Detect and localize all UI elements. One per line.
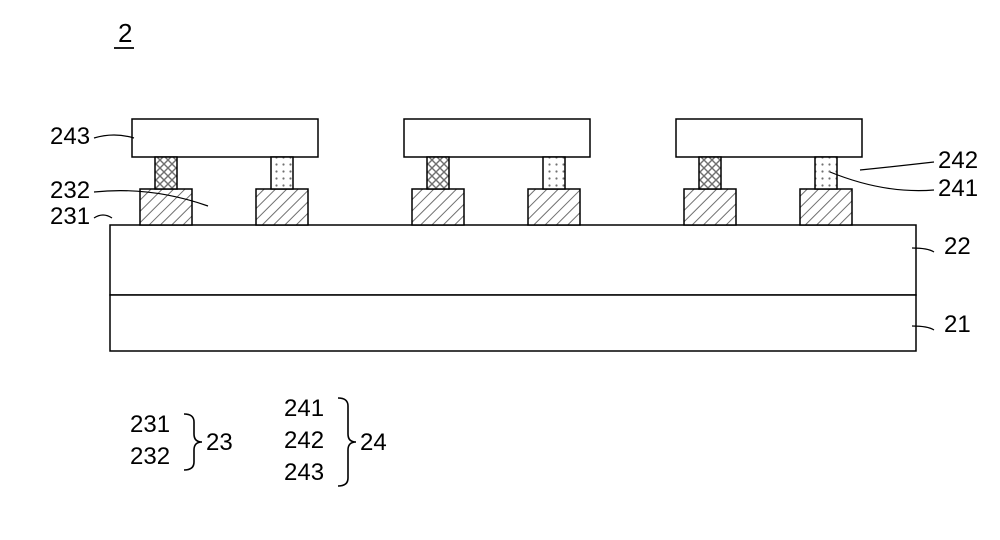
pillar-242-1 xyxy=(543,157,565,189)
label-232: 232 xyxy=(50,177,90,204)
legend-item-242: 242 xyxy=(284,427,324,454)
label-21: 21 xyxy=(944,311,971,338)
brace-24 xyxy=(338,398,356,486)
pad-23-1-0 xyxy=(412,189,464,225)
chip-243-2 xyxy=(676,119,862,157)
pillar-241-2 xyxy=(699,157,721,189)
pad-23-2-0 xyxy=(684,189,736,225)
label-22: 22 xyxy=(944,233,971,260)
legend-item-243: 243 xyxy=(284,459,324,486)
legend-item-232: 232 xyxy=(130,443,170,470)
pad-23-2-1 xyxy=(800,189,852,225)
label-231: 231 xyxy=(50,203,90,230)
pad-23-0-1 xyxy=(256,189,308,225)
leader-241 xyxy=(830,172,934,191)
brace-23 xyxy=(184,414,202,470)
chip-243-1 xyxy=(404,119,590,157)
legend-group-24: 24 xyxy=(360,429,387,456)
layer-21 xyxy=(110,295,916,351)
pillar-241-1 xyxy=(427,157,449,189)
label-241: 241 xyxy=(938,175,978,202)
pillar-241-0 xyxy=(155,157,177,189)
pillar-242-0 xyxy=(271,157,293,189)
leader-242 xyxy=(860,162,934,170)
chip-243-0 xyxy=(132,119,318,157)
layer-22 xyxy=(110,225,916,295)
label-243: 243 xyxy=(50,123,90,150)
label-242: 242 xyxy=(938,147,978,174)
legend-item-241: 241 xyxy=(284,395,324,422)
legend-item-231: 231 xyxy=(130,411,170,438)
leader-243 xyxy=(94,135,134,138)
figure-ref: 2 xyxy=(118,18,132,48)
pad-23-1-1 xyxy=(528,189,580,225)
legend-group-23: 23 xyxy=(206,429,233,456)
leader-231 xyxy=(94,215,112,218)
